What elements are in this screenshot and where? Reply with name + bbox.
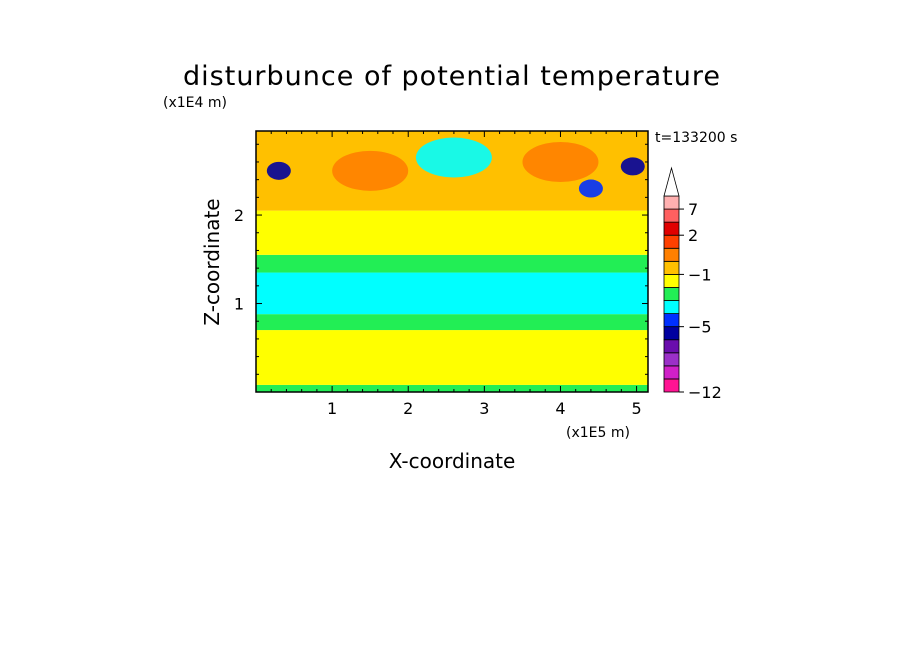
colorbar-swatch (663, 273, 680, 288)
field-feature-3 (266, 161, 291, 180)
x-tick-label: 1 (327, 399, 337, 418)
x-unit-label: (x1E5 m) (566, 425, 630, 441)
chart-title: disturbunce of potential temperature (183, 61, 721, 92)
time-label: t=133200 s (655, 130, 737, 146)
x-tick-label: 3 (479, 399, 489, 418)
colorbar-swatch (663, 326, 680, 341)
x-tick-label: 2 (403, 399, 413, 418)
colorbar-level-label: −12 (688, 383, 722, 402)
x-tick-label: 5 (631, 399, 641, 418)
axis-ticks: 1 2 3 4 5 1 2 (234, 131, 648, 418)
colorbar-swatch (663, 287, 680, 301)
colorbar-swatch (663, 300, 680, 314)
field-band-4 (256, 254, 648, 273)
y-tick-label: 2 (234, 206, 244, 225)
plot-frame (255, 130, 649, 393)
x-tick-label: 4 (555, 399, 565, 418)
plot-area: 1 2 3 4 5 1 2 (234, 130, 649, 418)
colorbar-swatch (663, 378, 680, 393)
colorbar-swatch (663, 195, 680, 210)
field-feature-1 (522, 141, 599, 182)
colorbar-swatch (663, 352, 680, 367)
x-axis-label: X-coordinate (389, 449, 516, 473)
field-feature-5 (578, 179, 603, 198)
colorbar-swatch (663, 247, 680, 262)
colorbar-swatch (663, 221, 680, 236)
y-tick-label: 1 (234, 295, 244, 314)
y-axis-label: Z-coordinate (200, 198, 224, 325)
colorbar-level-label: −5 (688, 318, 712, 337)
colorbar-swatch (663, 208, 680, 223)
colorbar-swatch (663, 313, 680, 328)
field-band-2 (256, 314, 648, 331)
colorbar-swatch (663, 365, 680, 380)
field-band-1 (256, 330, 648, 385)
colorbar-extend-arrow (663, 166, 680, 197)
colorbar-swatch (663, 339, 680, 354)
field-band-0 (256, 384, 648, 392)
colorbar-swatch (663, 260, 680, 275)
field-feature-4 (620, 157, 645, 176)
field-layer (256, 131, 648, 392)
colorbar: −12−5−127 (663, 166, 722, 402)
colorbar-level-label: −1 (688, 265, 712, 284)
field-feature-0 (332, 150, 409, 191)
field-band-5 (256, 210, 648, 255)
field-band-3 (256, 272, 648, 315)
colorbar-level-label: 2 (688, 226, 698, 245)
colorbar-swatch (663, 234, 680, 249)
y-unit-label: (x1E4 m) (163, 95, 227, 111)
colorbar-level-label: 7 (688, 200, 698, 219)
field-feature-2 (415, 137, 492, 178)
